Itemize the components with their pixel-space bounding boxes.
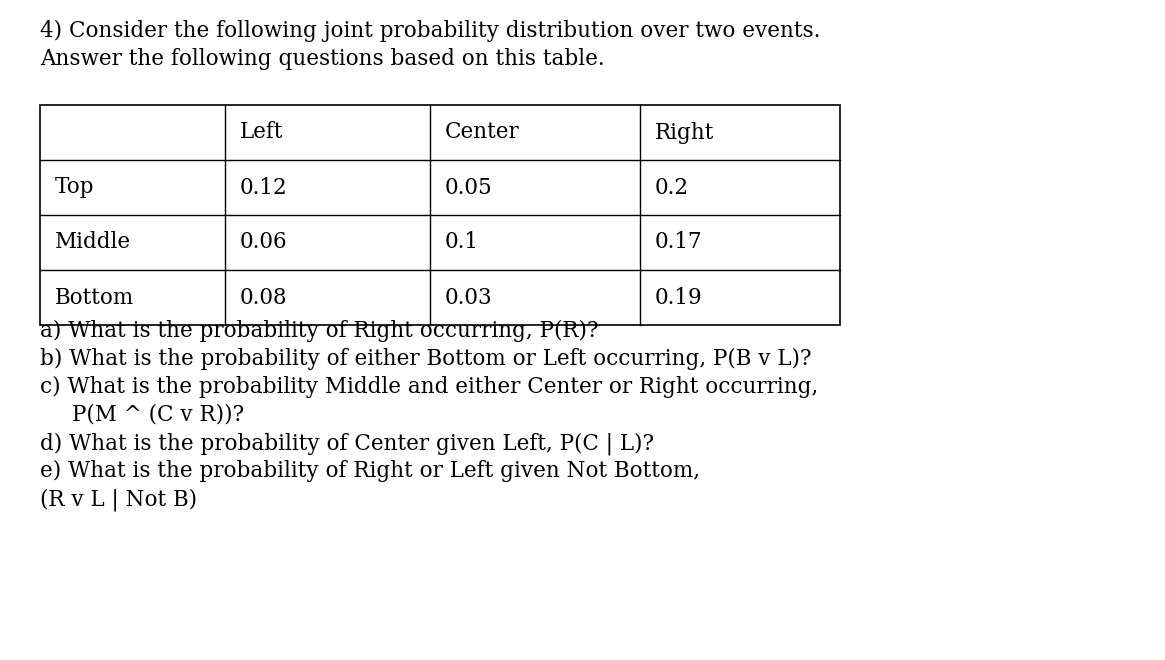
Text: Center: Center (445, 121, 520, 143)
Text: 0.03: 0.03 (445, 286, 493, 308)
Text: b) What is the probability of either Bottom or Left occurring, P(B v L)?: b) What is the probability of either Bot… (40, 348, 812, 370)
Text: (R v L | Not B): (R v L | Not B) (40, 488, 197, 511)
Text: 0.2: 0.2 (655, 176, 690, 199)
Text: 0.12: 0.12 (240, 176, 288, 199)
Text: Left: Left (240, 121, 283, 143)
Text: 0.19: 0.19 (655, 286, 702, 308)
Text: Bottom: Bottom (55, 286, 134, 308)
Text: Answer the following questions based on this table.: Answer the following questions based on … (40, 48, 605, 70)
Text: Middle: Middle (55, 232, 132, 253)
Text: 0.1: 0.1 (445, 232, 479, 253)
Text: 0.17: 0.17 (655, 232, 702, 253)
Bar (40, 105, 840, 325)
Text: d) What is the probability of Center given Left, P(C | L)?: d) What is the probability of Center giv… (40, 432, 654, 455)
Text: 4) Consider the following joint probability distribution over two events.: 4) Consider the following joint probabil… (40, 20, 820, 42)
Text: 0.05: 0.05 (445, 176, 493, 199)
Text: P(M ^ (C v R))?: P(M ^ (C v R))? (72, 404, 245, 426)
Text: e) What is the probability of Right or Left given Not Bottom,: e) What is the probability of Right or L… (40, 460, 700, 482)
Text: Right: Right (655, 121, 714, 143)
Text: Top: Top (55, 176, 94, 199)
Text: 0.06: 0.06 (240, 232, 288, 253)
Text: c) What is the probability Middle and either Center or Right occurring,: c) What is the probability Middle and ei… (40, 376, 818, 398)
Text: a) What is the probability of Right occurring, P(R)?: a) What is the probability of Right occu… (40, 320, 599, 342)
Text: 0.08: 0.08 (240, 286, 288, 308)
